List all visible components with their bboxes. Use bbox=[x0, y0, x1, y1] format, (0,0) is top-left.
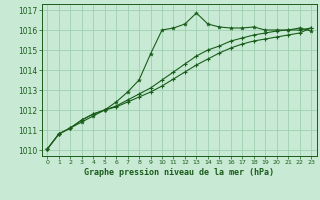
X-axis label: Graphe pression niveau de la mer (hPa): Graphe pression niveau de la mer (hPa) bbox=[84, 168, 274, 177]
